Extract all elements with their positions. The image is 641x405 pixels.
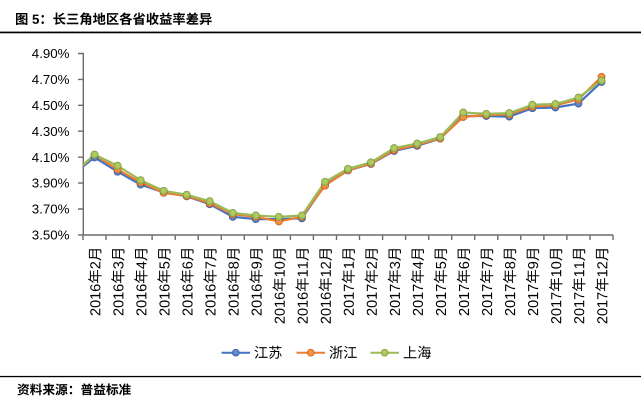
svg-text:4.10%: 4.10% [32, 150, 70, 165]
svg-text:4.90%: 4.90% [32, 46, 70, 61]
svg-text:3.90%: 3.90% [32, 176, 70, 191]
svg-text:4.30%: 4.30% [32, 124, 70, 139]
svg-text:4.70%: 4.70% [32, 72, 70, 87]
svg-text:3.70%: 3.70% [32, 202, 70, 217]
svg-text:3.50%: 3.50% [32, 228, 70, 243]
svg-text:4.50%: 4.50% [32, 98, 70, 113]
